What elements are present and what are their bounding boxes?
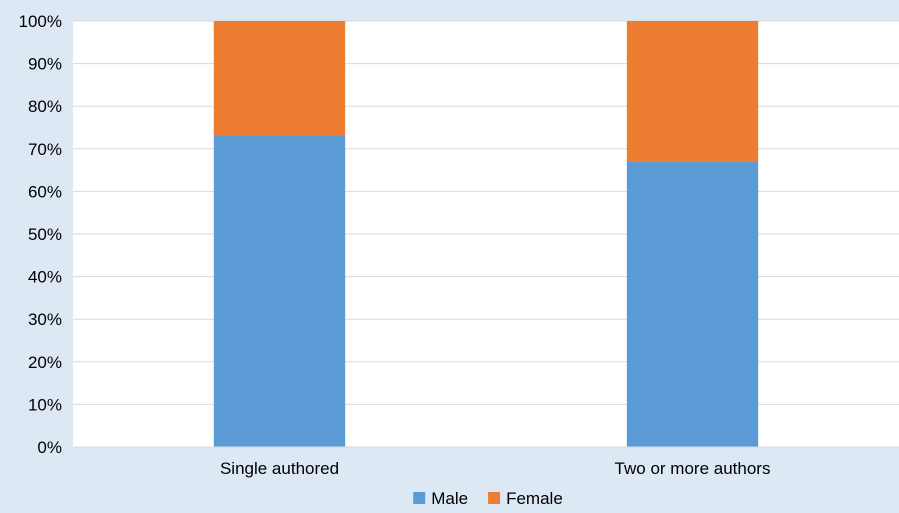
legend-swatch	[413, 492, 426, 504]
y-tick-label: 10%	[28, 395, 62, 414]
x-axis: Single authored Two or more authors	[220, 459, 771, 478]
bar-male	[213, 136, 346, 447]
bar-male	[626, 161, 759, 447]
legend: Male Female	[413, 489, 563, 508]
y-tick-label: 50%	[28, 225, 62, 244]
bar-female	[213, 21, 346, 137]
legend-label: Female	[506, 489, 563, 508]
legend-swatch	[488, 492, 501, 504]
legend-label: Male	[431, 489, 468, 508]
y-tick-label: 60%	[28, 182, 62, 201]
y-tick-label: 40%	[28, 268, 62, 287]
y-tick-label: 30%	[28, 310, 62, 329]
y-tick-label: 100%	[19, 12, 62, 31]
legend-item-male: Male	[413, 489, 468, 508]
bar-female	[626, 21, 759, 162]
bars	[213, 21, 759, 447]
y-tick-label: 20%	[28, 353, 62, 372]
legend-item-female: Female	[488, 489, 563, 508]
y-tick-label: 90%	[28, 55, 62, 74]
y-tick-label: 80%	[28, 97, 62, 116]
y-tick-label: 0%	[37, 438, 62, 457]
y-tick-label: 70%	[28, 140, 62, 159]
x-tick-label: Single authored	[220, 459, 339, 478]
y-axis: 0% 10% 20% 30% 40% 50% 60% 70% 80% 90% 100%	[19, 12, 62, 457]
x-tick-label: Two or more authors	[615, 459, 771, 478]
gridlines	[73, 20, 899, 448]
